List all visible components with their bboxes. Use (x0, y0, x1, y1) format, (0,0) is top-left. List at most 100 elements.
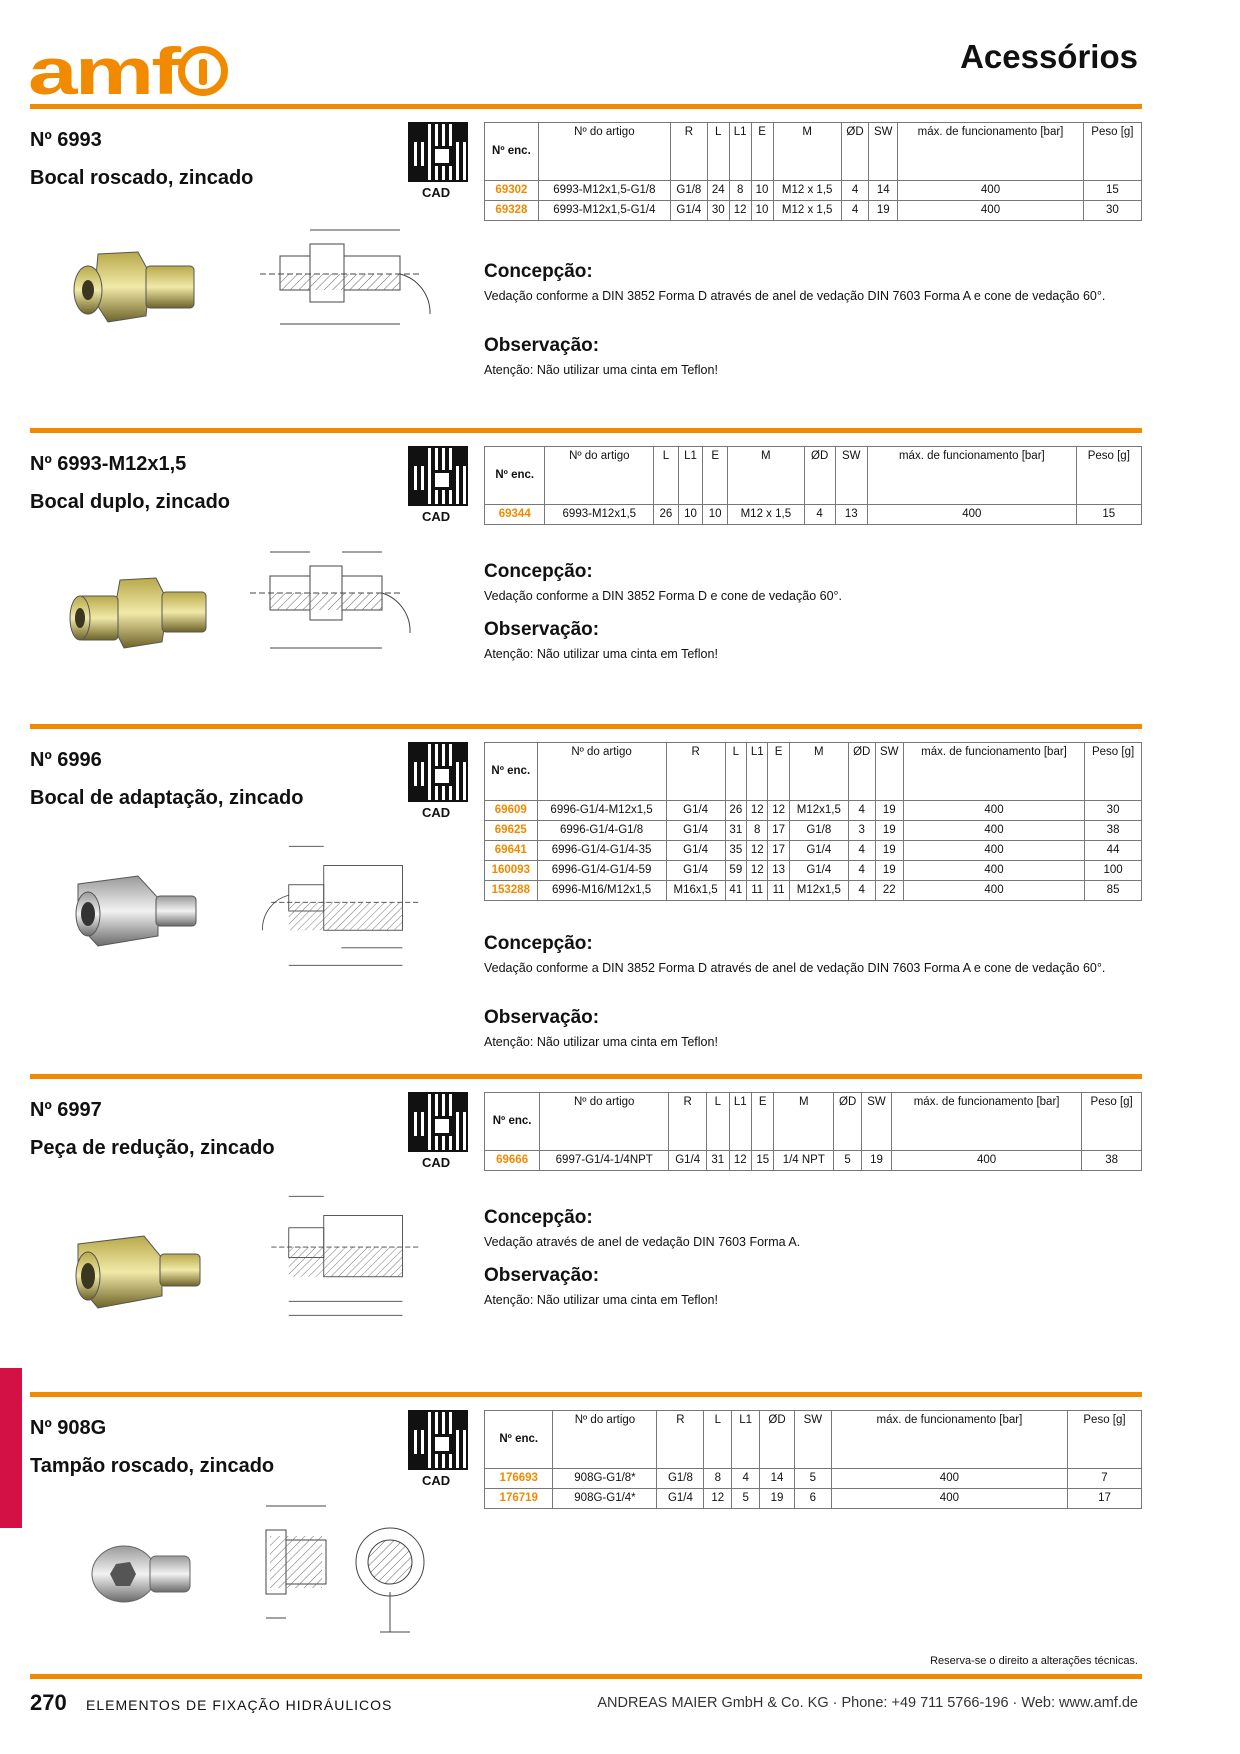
order-number-link[interactable]: 69609 (484, 800, 538, 821)
table-cell: G1/4 (665, 819, 726, 841)
cad-link[interactable]: CAD (422, 185, 451, 200)
col-header: Nº do artigo (552, 1410, 658, 1469)
table-cell: 400 (902, 879, 1086, 901)
footer-company: ANDREAS MAIER GmbH & Co. KG · Phone: +49… (597, 1695, 1138, 1711)
spec-table: Nº enc. Nº do artigo R L L1 E M ØD SW má… (484, 122, 1143, 221)
order-number-link[interactable]: 69666 (483, 1150, 541, 1171)
order-number-link[interactable]: 69625 (484, 819, 538, 841)
product-section-6997: Nº 6997 Peça de redução, zincado CAD Nº … (30, 1074, 1142, 1344)
table-cell: 19 (861, 1150, 892, 1171)
col-header: Nº enc. (483, 1410, 554, 1469)
table-cell: 400 (867, 504, 1077, 525)
qr-code-icon[interactable] (408, 446, 468, 506)
product-section-6993-m12: Nº 6993-M12x1,5 Bocal duplo, zincado CAD… (30, 428, 1143, 668)
table-cell: 14 (759, 1468, 795, 1489)
table-cell: 17 (767, 819, 790, 841)
col-header: L (703, 1410, 733, 1469)
col-header: máx. de funcionamento [bar] (902, 742, 1086, 801)
col-header: Nº do artigo (536, 742, 667, 801)
section-rule (30, 724, 1142, 729)
table-cell: 400 (890, 1150, 1083, 1171)
section-rule (30, 104, 1142, 109)
table-cell: G1/4 (669, 199, 708, 221)
table-cell: 4 (847, 879, 876, 901)
table-cell: 1/4 NPT (773, 1150, 835, 1171)
technical-drawing (271, 1195, 420, 1316)
col-header: M (788, 742, 849, 801)
table-cell: 4 (803, 504, 836, 525)
table-cell: 6996-G1/4-G1/8 (536, 819, 667, 841)
col-header: M (773, 1092, 835, 1151)
table-cell: 3 (847, 819, 876, 841)
logo-text: amf (28, 34, 181, 108)
table-cell: 15 (751, 1150, 775, 1171)
col-header: L (653, 446, 679, 505)
product-number: Nº 908G (30, 1417, 107, 1439)
col-header: ØD (759, 1410, 795, 1469)
table-cell: 85 (1084, 879, 1142, 901)
product-photo (73, 251, 195, 323)
table-cell: 6993-M12x1,5-G1/4 (537, 199, 671, 221)
cad-link[interactable]: CAD (422, 1473, 451, 1488)
table-cell: 44 (1084, 839, 1142, 861)
table-cell: 31 (724, 819, 748, 841)
qr-code-icon[interactable] (408, 122, 468, 182)
technical-drawing (250, 551, 411, 649)
cad-link[interactable]: CAD (422, 1155, 451, 1170)
table-row: 160093 6996-G1/4-G1/4-59 G1/4 59 12 13 G… (484, 859, 1142, 881)
col-header: Nº enc. (483, 446, 546, 505)
col-header: M (772, 122, 842, 181)
table-cell: 6997-G1/4-1/4NPT (539, 1150, 670, 1171)
table-cell: 100 (1084, 859, 1142, 881)
technical-drawing (262, 845, 420, 966)
order-number-link[interactable]: 176719 (483, 1487, 554, 1509)
col-header: L1 (728, 122, 752, 181)
qr-code-icon[interactable] (408, 742, 468, 802)
col-header: E (751, 1092, 775, 1151)
qr-code-icon[interactable] (408, 1092, 468, 1152)
order-number-link[interactable]: 176693 (483, 1468, 554, 1489)
observacao-heading: Observação: (484, 619, 600, 640)
table-cell: 400 (902, 800, 1086, 821)
product-name: Peça de redução, zincado (30, 1137, 275, 1159)
order-number-link[interactable]: 69344 (483, 504, 546, 525)
cad-link[interactable]: CAD (422, 805, 451, 820)
table-cell: 5 (833, 1150, 863, 1171)
technical-drawing (265, 1505, 425, 1633)
table-cell: 4 (847, 800, 876, 821)
col-header: SW (793, 1410, 832, 1469)
table-cell: 14 (868, 180, 899, 201)
table-cell: 26 (724, 800, 748, 821)
table-row: 153288 6996-M16/M12x1,5 M16x1,5 41 11 11… (484, 879, 1142, 901)
table-row: 69344 6993-M12x1,5 26 10 10 M12 x 1,5 4 … (483, 504, 1143, 525)
order-number-link[interactable]: 160093 (484, 859, 538, 881)
table-cell: 10 (750, 180, 774, 201)
col-header: Peso [g] (1082, 122, 1143, 181)
order-number-link[interactable]: 69328 (484, 199, 539, 221)
table-cell: 8 (703, 1468, 733, 1489)
table-row: 69666 6997-G1/4-1/4NPT G1/4 31 12 15 1/4… (483, 1150, 1142, 1171)
order-number-link[interactable]: 69641 (484, 839, 538, 861)
col-header: Peso [g] (1081, 1092, 1142, 1151)
table-cell: 12 (703, 1487, 733, 1509)
col-header: L1 (728, 1092, 753, 1151)
table-cell: 30 (1084, 800, 1142, 821)
reserve-note: Reserva-se o direito a alterações técnic… (930, 1655, 1138, 1667)
col-header: L (724, 742, 748, 801)
table-cell: 31 (706, 1150, 730, 1171)
product-number: Nº 6993 (30, 129, 102, 151)
table-cell: 13 (767, 859, 790, 881)
table-cell: 19 (868, 199, 899, 221)
table-cell: G1/4 (788, 859, 849, 881)
table-cell: 8 (728, 180, 752, 201)
table-cell: G1/8 (788, 819, 849, 841)
col-header: SW (834, 446, 869, 505)
order-number-link[interactable]: 69302 (484, 180, 539, 201)
qr-code-icon[interactable] (408, 1410, 468, 1470)
table-cell: 24 (706, 180, 730, 201)
col-header: Peso [g] (1066, 1410, 1143, 1469)
table-cell: 6996-G1/4-G1/4-35 (536, 839, 667, 861)
product-number: Nº 6996 (30, 749, 102, 771)
cad-link[interactable]: CAD (422, 509, 451, 524)
order-number-link[interactable]: 153288 (484, 879, 538, 901)
